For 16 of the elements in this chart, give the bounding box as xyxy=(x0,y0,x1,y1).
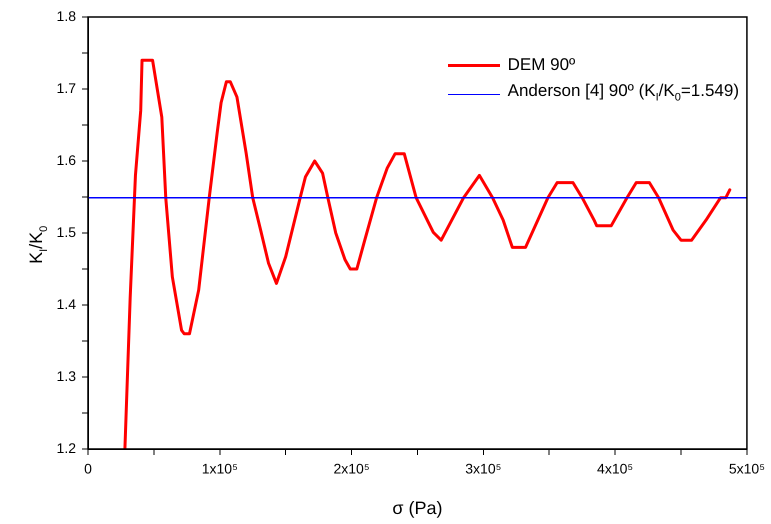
x-axis-title: σ (Pa) xyxy=(392,498,443,518)
y-tick-label: 1.5 xyxy=(56,224,76,240)
y-tick-label: 1.4 xyxy=(56,296,76,312)
x-tick-label: 5x10⁵ xyxy=(728,460,766,476)
x-tick-label: 4x10⁵ xyxy=(597,460,634,476)
x-tick-label: 3x10⁵ xyxy=(465,460,502,476)
y-tick-label: 1.2 xyxy=(56,440,76,456)
y-tick-label: 1.6 xyxy=(56,152,76,168)
x-tick-label: 2x10⁵ xyxy=(333,460,370,476)
legend-label: Anderson [4] 90º (K$_{I}$/K$_{0}$=1.549) xyxy=(508,80,739,106)
y-tick-label: 1.3 xyxy=(56,368,76,384)
x-tick-label: 0 xyxy=(84,460,92,476)
x-tick-label: 1x10⁵ xyxy=(202,460,238,476)
y-tick-label: 1.7 xyxy=(56,80,76,96)
legend-label: DEM 90º xyxy=(508,54,576,76)
y-tick-label: 1.8 xyxy=(56,8,76,24)
